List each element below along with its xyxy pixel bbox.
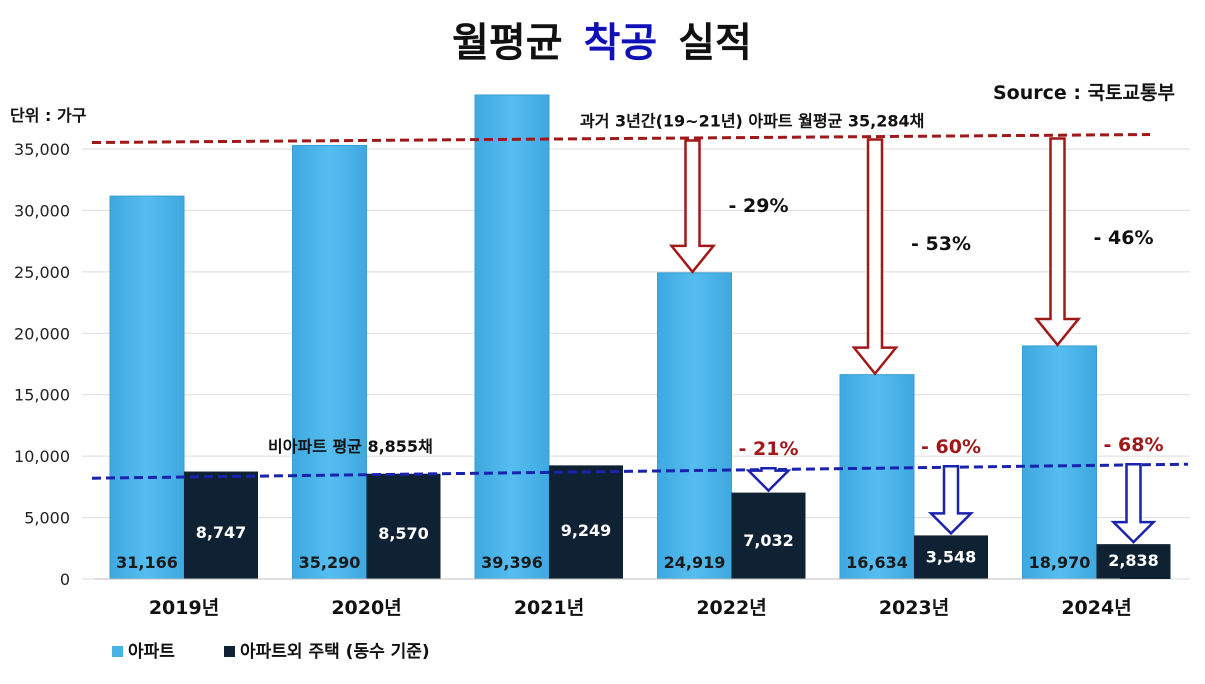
y-tick-label: 15,000 (14, 386, 70, 405)
change-label-apartment: - 29% (729, 195, 789, 217)
legend: 아파트 아파트외 주택 (동수 기준) (112, 642, 430, 662)
legend-swatch-non-apartment (224, 646, 235, 657)
x-axis: 2019년 2020년 2021년 2022년 2023년 2024년 (95, 578, 1132, 619)
reference-line-apartment-avg (91, 133, 1151, 145)
down-arrow-apartment (668, 139, 717, 274)
reference-label-non-apartment-avg: 비아파트 평균 8,855채 (268, 437, 433, 456)
x-tick-label: 2024년 (1061, 597, 1131, 619)
bar-non-apartment (914, 535, 988, 579)
bar-non-apartment (549, 465, 623, 579)
legend-label-non-apartment: 아파트외 주택 (동수 기준) (240, 642, 430, 662)
data-label-apartment: 39,396 (481, 553, 543, 572)
source-label: Source : 국토교통부 (993, 82, 1175, 104)
x-tick-label: 2019년 (149, 597, 219, 619)
y-tick-label: 5,000 (24, 509, 70, 528)
bar-non-apartment (184, 471, 258, 579)
reference-label-apartment-avg: 과거 3년간(19~21년) 아파트 월평균 35,284채 (580, 112, 924, 131)
x-tick-label: 2023년 (879, 597, 949, 619)
bar-apartment (657, 272, 732, 580)
title-part3: 실적 (678, 20, 752, 66)
bar-non-apartment (731, 492, 806, 579)
data-label-non-apartment: 9,249 (561, 521, 612, 540)
bar-apartment (109, 195, 185, 580)
data-label-apartment: 24,919 (664, 553, 726, 572)
data-label-non-apartment: 7,032 (743, 531, 794, 550)
title-part1: 월평균 (452, 20, 562, 66)
chart-title: 월평균 착공 실적 (452, 20, 752, 66)
bar-apartment (474, 94, 550, 580)
data-label-non-apartment: 3,548 (926, 547, 977, 566)
change-label-non-apartment: - 60% (921, 436, 981, 458)
x-tick-label: 2021년 (514, 597, 584, 619)
gridlines (82, 148, 1190, 580)
data-label-non-apartment: 8,747 (196, 523, 247, 542)
y-tick-label: 35,000 (14, 140, 70, 159)
change-label-non-apartment: - 21% (739, 438, 799, 460)
title-part2: 착공 (584, 20, 658, 66)
y-tick-label: 0 (60, 570, 70, 589)
x-tick-label: 2022년 (696, 597, 766, 619)
data-label-apartment: 16,634 (846, 553, 908, 572)
data-label-apartment: 18,970 (1029, 553, 1091, 572)
unit-label: 단위 : 가구 (10, 106, 87, 125)
bar-apartment (1022, 345, 1097, 580)
y-tick-label: 20,000 (14, 324, 70, 343)
bars: 31,166 8,747 35,290 8,570 39,396 9,249 24,919 7… (109, 94, 1171, 580)
x-tick-label: 2020년 (331, 597, 401, 619)
data-label-apartment: 31,166 (116, 553, 178, 572)
down-arrow-non-apartment (927, 464, 975, 536)
down-arrow-apartment (851, 138, 899, 376)
data-label-non-apartment: 2,838 (1108, 551, 1159, 570)
down-arrow-apartment (1033, 137, 1082, 347)
legend-label-apartment: 아파트 (128, 642, 175, 662)
bar-apartment (839, 374, 915, 580)
y-tick-label: 25,000 (14, 263, 70, 282)
data-label-non-apartment: 8,570 (378, 524, 429, 543)
change-label-apartment: - 46% (1094, 227, 1154, 249)
change-label-apartment: - 53% (911, 233, 971, 255)
y-tick-label: 10,000 (14, 447, 70, 466)
change-arrows: - 29% - 53% - 46% - 21% - 60% - 68% (668, 137, 1164, 544)
bar-non-apartment (1096, 544, 1171, 579)
change-label-non-apartment: - 68% (1104, 434, 1164, 456)
data-label-apartment: 35,290 (299, 553, 361, 572)
y-tick-label: 30,000 (14, 201, 70, 220)
legend-swatch-apartment (112, 646, 123, 657)
bar-apartment (292, 144, 367, 580)
down-arrow-non-apartment (1110, 462, 1157, 544)
down-arrow-non-apartment (745, 466, 792, 493)
y-axis: 0 5,000 10,000 15,000 20,000 25,000 30,000 35,0… (14, 140, 70, 589)
reference-line-non-apartment-avg (91, 462, 1189, 480)
bar-non-apartment (366, 473, 441, 579)
